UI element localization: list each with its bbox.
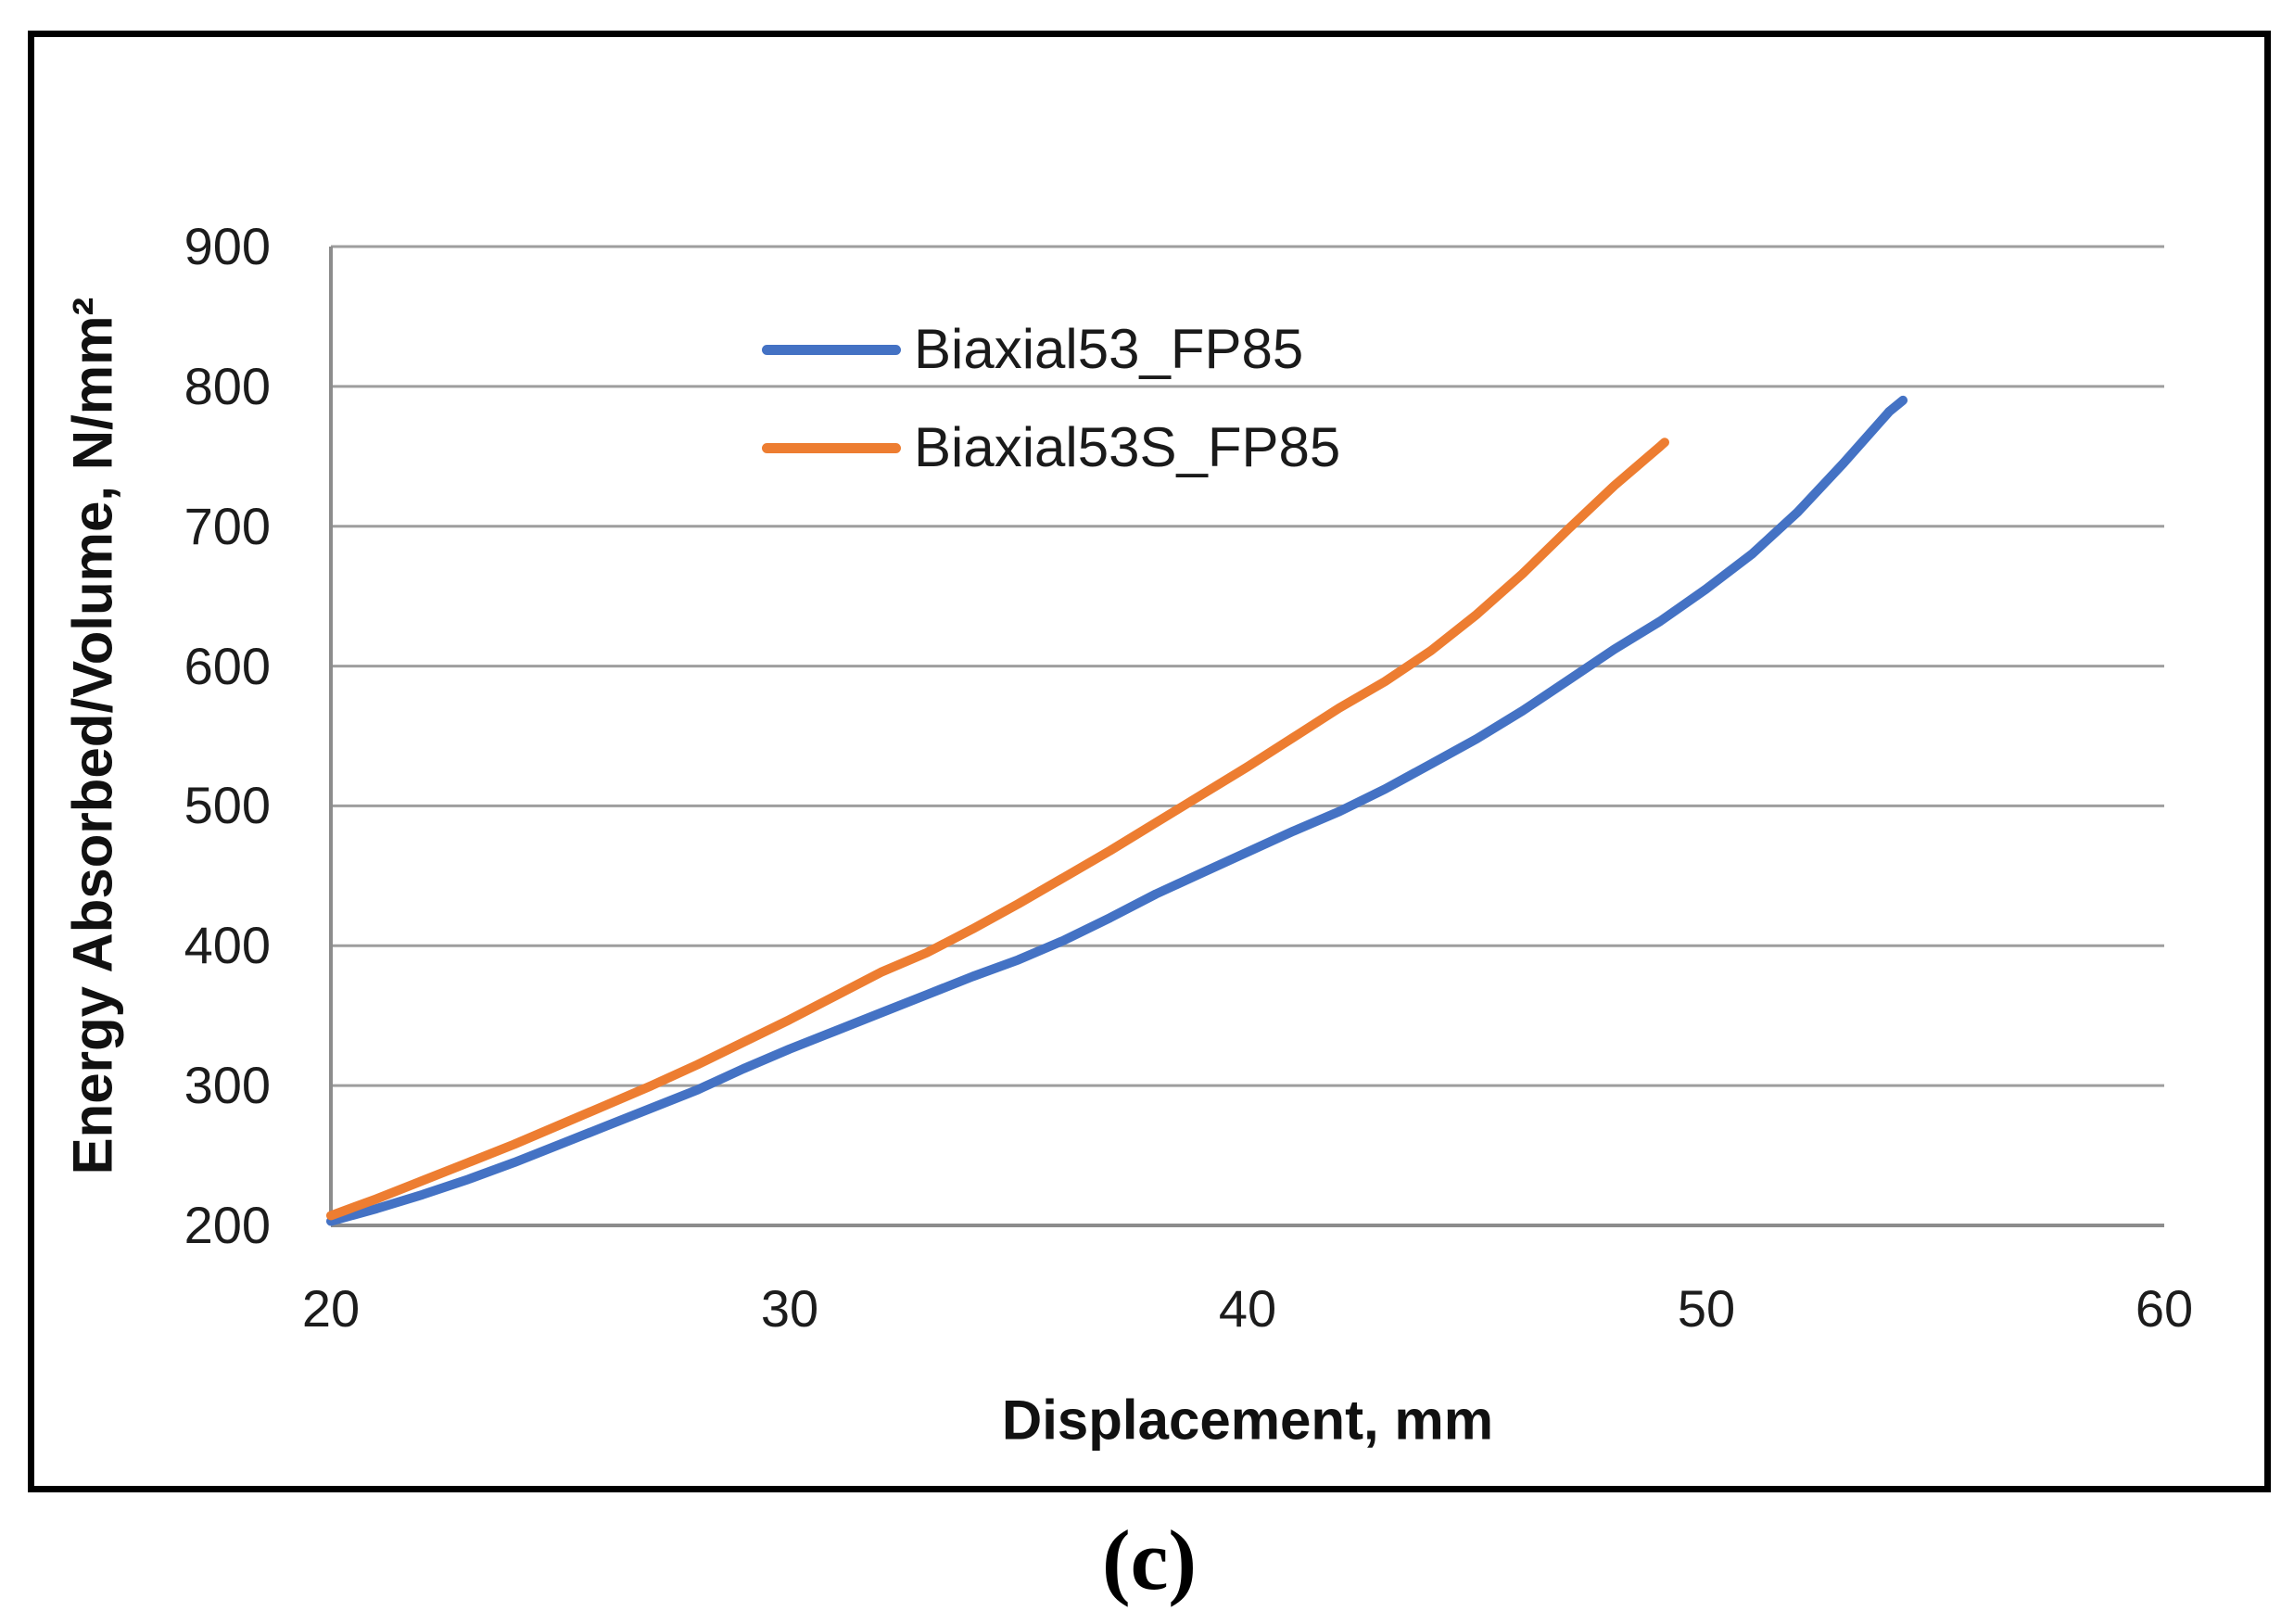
legend-item-biaxial53s-fp85: Biaxial53S_FP85 <box>762 420 1340 476</box>
x-tick-label-50: 50 <box>1677 1279 1736 1338</box>
y-axis-title: Energy Absorbed/Volume, N/mm² <box>61 297 124 1175</box>
legend-label-biaxial53s-fp85: Biaxial53S_FP85 <box>914 416 1341 478</box>
y-tick-label-700: 700 <box>184 497 271 555</box>
legend: Biaxial53_FP85 Biaxial53S_FP85 <box>762 322 1340 476</box>
y-tick-label-200: 200 <box>184 1196 271 1254</box>
y-tick-label-300: 300 <box>184 1056 271 1114</box>
figure-border <box>28 31 2271 1492</box>
y-tick-label-900: 900 <box>184 217 271 275</box>
x-axis-title: Displacement, mm <box>1001 1389 1494 1452</box>
x-tick-label-60: 60 <box>2135 1279 2194 1338</box>
y-tick-label-800: 800 <box>184 357 271 415</box>
legend-item-biaxial53-fp85: Biaxial53_FP85 <box>762 322 1340 377</box>
series-line-biaxial53s-fp85 <box>326 438 1669 1221</box>
x-tick-label-30: 30 <box>760 1279 819 1338</box>
y-tick-label-400: 400 <box>184 916 271 974</box>
legend-swatch-biaxial53-fp85 <box>762 344 901 355</box>
x-tick-label-40: 40 <box>1218 1279 1277 1338</box>
figure-caption: (c) <box>1101 1513 1198 1607</box>
series-line-biaxial53-fp85 <box>326 395 1908 1226</box>
y-tick-label-500: 500 <box>184 776 271 834</box>
y-tick-label-600: 600 <box>184 637 271 695</box>
legend-label-biaxial53-fp85: Biaxial53_FP85 <box>914 318 1304 380</box>
legend-swatch-biaxial53s-fp85 <box>762 442 901 453</box>
x-tick-label-20: 20 <box>301 1279 361 1338</box>
